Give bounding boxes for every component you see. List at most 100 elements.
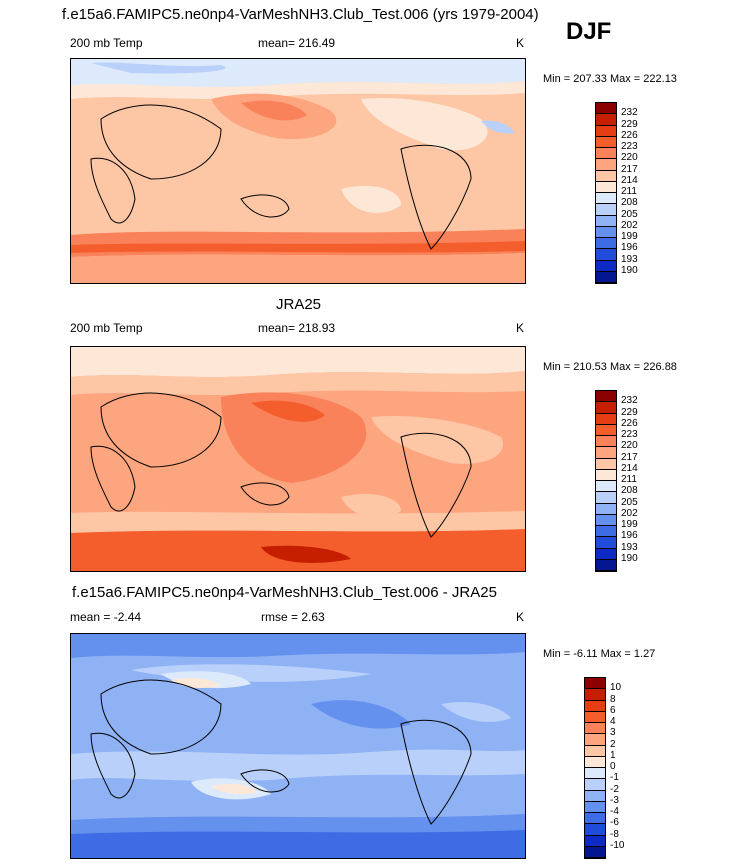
- colorbar-tick-label: 193: [621, 253, 638, 265]
- colorbar-tick-label: 199: [621, 519, 638, 530]
- colorbar-tick-label: 214: [621, 462, 638, 474]
- panel1-map: [70, 58, 526, 284]
- colorbar-swatch: [596, 204, 616, 216]
- colorbar-swatch: [596, 260, 616, 272]
- panel3-center-label: rmse = 2.63: [261, 610, 325, 624]
- colorbar-tick-label: 2: [610, 738, 616, 750]
- colorbar-tick-label: 217: [621, 163, 638, 175]
- colorbar-swatch: [585, 779, 605, 791]
- colorbar-swatch: [596, 226, 616, 238]
- colorbar-tick-label: 205: [621, 208, 638, 220]
- panel2-minmax: Min = 210.53 Max = 226.88: [543, 361, 677, 373]
- colorbar-swatch: [596, 559, 616, 571]
- colorbar-tick-label: 3: [610, 727, 616, 739]
- colorbar-swatch: [585, 756, 605, 768]
- colorbar-swatch: [596, 492, 616, 504]
- colorbar-tick-label: 220: [621, 440, 638, 452]
- panel2-colorbar: [595, 390, 617, 572]
- colorbar-swatch: [585, 801, 605, 813]
- colorbar-tick-label: 217: [621, 451, 638, 463]
- colorbar-swatch: [596, 215, 616, 227]
- colorbar-swatch: [596, 424, 616, 436]
- colorbar-swatch: [585, 723, 605, 735]
- colorbar-swatch: [585, 700, 605, 712]
- panel3-colorbar: [584, 677, 606, 859]
- colorbar-swatch: [596, 125, 616, 137]
- colorbar-swatch: [596, 436, 616, 448]
- colorbar-swatch: [585, 734, 605, 746]
- panel3-units: K: [516, 610, 525, 624]
- colorbar-swatch: [596, 469, 616, 481]
- season-label: DJF: [566, 18, 612, 45]
- panel3-left-label: mean = -2.44: [70, 610, 142, 624]
- colorbar-tick-label: 1: [610, 749, 616, 761]
- colorbar-tick-label: 208: [621, 197, 638, 209]
- panel1-units: K: [516, 36, 525, 50]
- colorbar-swatch: [585, 689, 605, 701]
- colorbar-swatch: [585, 745, 605, 757]
- colorbar-swatch: [585, 824, 605, 836]
- panel1-minmax: Min = 207.33 Max = 222.13: [543, 73, 677, 85]
- colorbar-swatch: [596, 159, 616, 171]
- colorbar-swatch: [596, 537, 616, 549]
- colorbar-tick-label: -10: [610, 839, 625, 851]
- colorbar-swatch: [585, 835, 605, 847]
- colorbar-tick-label: 232: [621, 395, 638, 407]
- colorbar-swatch: [596, 136, 616, 148]
- colorbar-tick-label: 229: [621, 406, 638, 418]
- colorbar-tick-label: 226: [621, 417, 638, 429]
- colorbar-swatch: [596, 114, 616, 126]
- colorbar-tick-label: 190: [621, 552, 638, 564]
- colorbar-swatch: [585, 711, 605, 723]
- panel1-title: f.e15a6.FAMIPC5.ne0np4-VarMeshNH3.Club_T…: [62, 6, 539, 23]
- panel3-minmax: Min = -6.11 Max = 1.27: [543, 648, 656, 660]
- colorbar-swatch: [596, 402, 616, 414]
- colorbar-tick-label: 205: [621, 496, 638, 508]
- colorbar-tick-label: 193: [621, 541, 638, 553]
- panel1-center-label: mean= 216.49: [258, 36, 336, 50]
- panel1-colorbar: [595, 102, 617, 284]
- colorbar-tick-label: -2: [610, 783, 619, 795]
- panel1-left-label: 200 mb Temp: [70, 36, 143, 50]
- colorbar-swatch: [585, 790, 605, 802]
- colorbar-tick-label: -1: [610, 772, 619, 784]
- colorbar-swatch: [596, 447, 616, 459]
- colorbar-swatch: [596, 103, 616, 115]
- panel2-left-label: 200 mb Temp: [70, 321, 143, 335]
- colorbar-swatch: [596, 148, 616, 160]
- colorbar-swatch: [596, 238, 616, 250]
- colorbar-swatch: [596, 413, 616, 425]
- colorbar-swatch: [585, 678, 605, 690]
- colorbar-tick-label: 202: [621, 507, 638, 519]
- panel3-title: f.e15a6.FAMIPC5.ne0np4-VarMeshNH3.Club_T…: [72, 584, 497, 601]
- colorbar-tick-label: 223: [621, 429, 638, 440]
- colorbar-tick-label: -4: [610, 806, 619, 817]
- colorbar-tick-label: 214: [621, 174, 638, 186]
- colorbar-tick-label: 10: [610, 682, 622, 694]
- colorbar-tick-label: 220: [621, 152, 638, 164]
- colorbar-swatch: [585, 813, 605, 825]
- colorbar-swatch: [596, 391, 616, 403]
- colorbar-tick-label: 4: [610, 716, 616, 727]
- colorbar-swatch: [596, 514, 616, 526]
- colorbar-tick-label: 223: [621, 141, 638, 152]
- colorbar-swatch: [596, 458, 616, 470]
- panel2-map: [70, 346, 526, 572]
- colorbar-swatch: [596, 481, 616, 493]
- colorbar-tick-label: 6: [610, 704, 616, 716]
- colorbar-tick-label: 211: [621, 474, 637, 485]
- colorbar-swatch: [596, 249, 616, 261]
- colorbar-tick-label: 226: [621, 129, 638, 141]
- colorbar-tick-label: -8: [610, 828, 619, 840]
- colorbar-tick-label: 0: [610, 761, 616, 772]
- colorbar-tick-label: 208: [621, 485, 638, 497]
- colorbar-swatch: [596, 170, 616, 182]
- colorbar-swatch: [596, 503, 616, 515]
- colorbar-swatch: [596, 271, 616, 283]
- colorbar-swatch: [596, 526, 616, 538]
- colorbar-tick-label: 196: [621, 530, 638, 542]
- panel3-map: [70, 633, 526, 859]
- colorbar-tick-label: 211: [621, 186, 637, 197]
- panel2-title: JRA25: [276, 296, 322, 313]
- colorbar-swatch: [585, 768, 605, 780]
